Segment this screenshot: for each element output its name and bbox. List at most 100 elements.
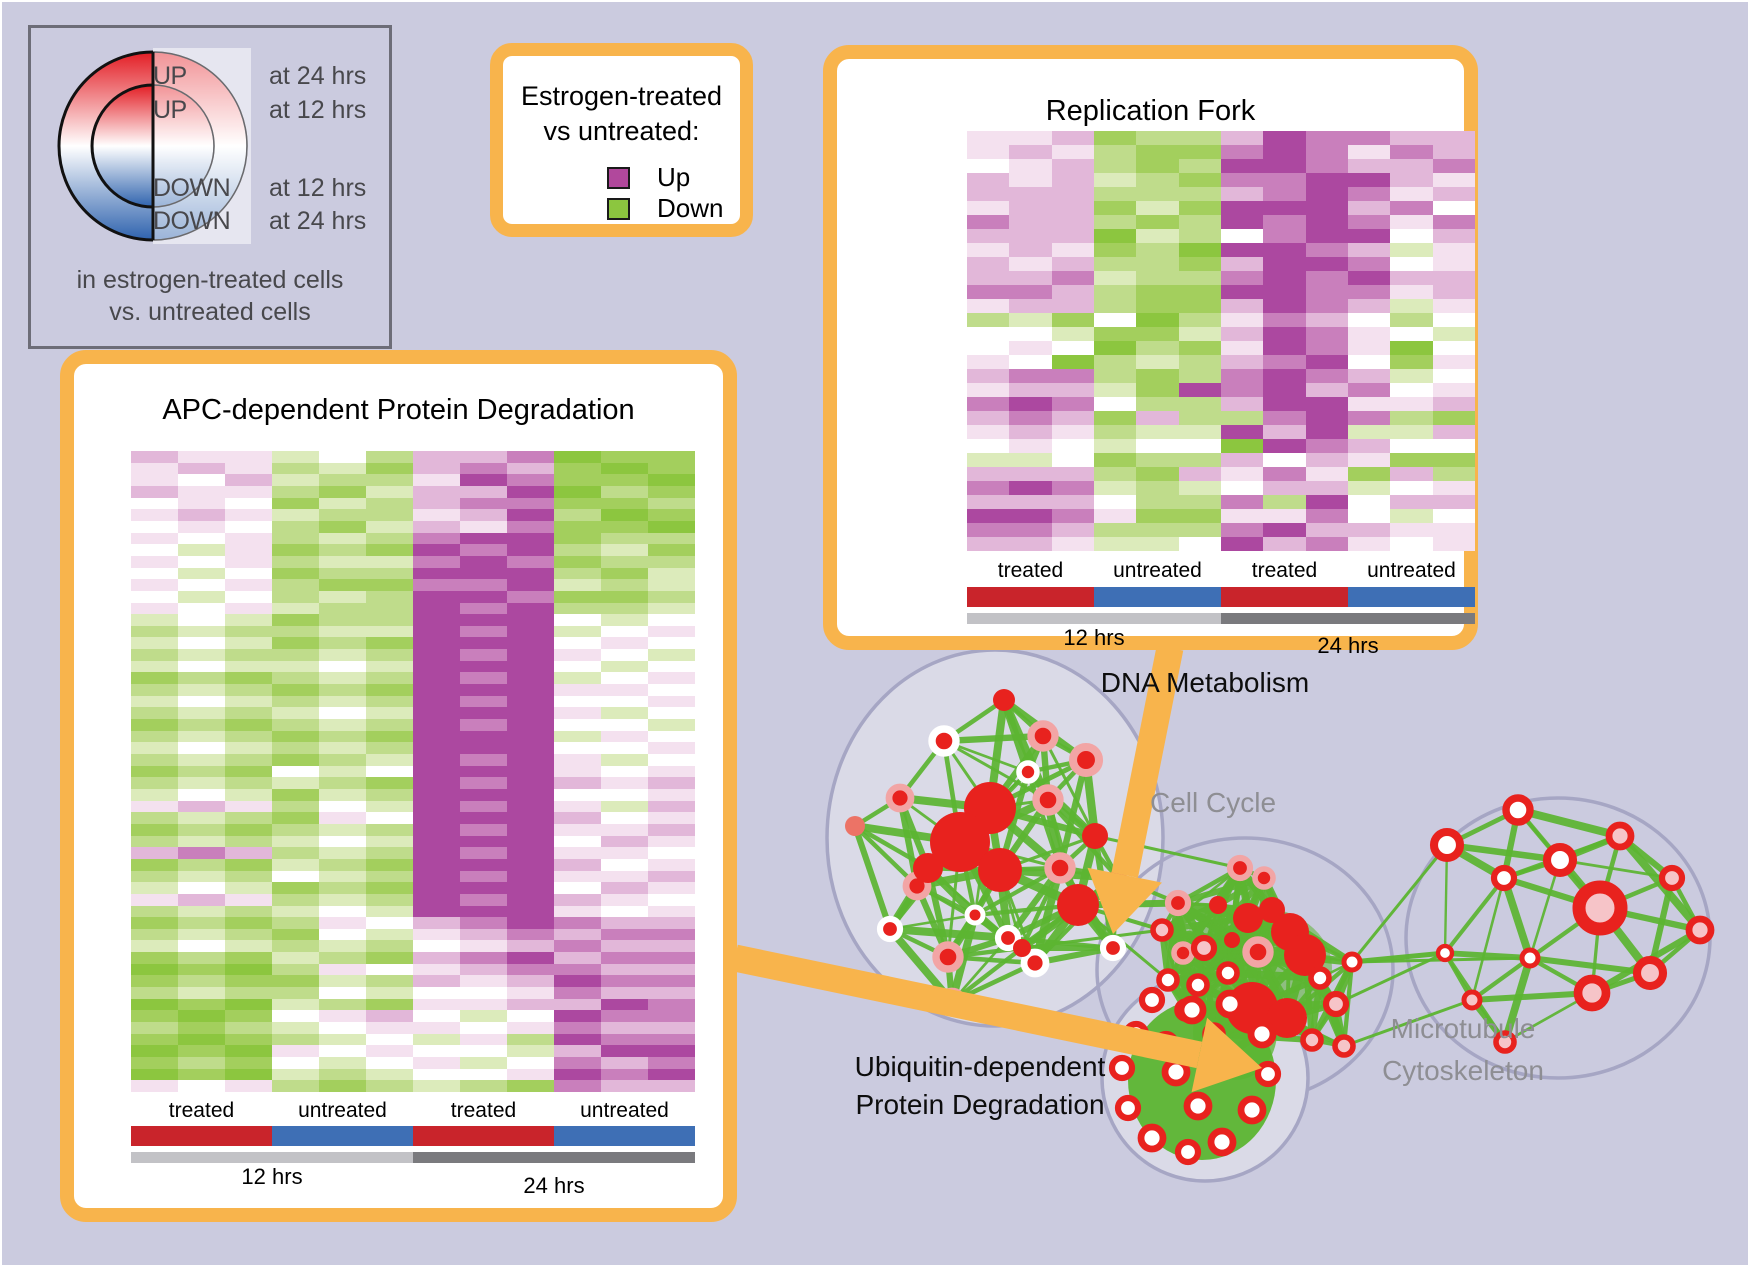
gene-node-cellcycle [1209,896,1227,914]
gene-node-cellcycle [1216,961,1240,985]
rf-group-label-4: untreated [1367,559,1456,582]
gene-node-ubiquitin [1254,1060,1282,1088]
ring-legend-footnote-2: vs. untreated cells [109,298,311,326]
gene-node-dna [1099,934,1127,962]
gene-node-dna [885,783,915,813]
down-label: Down [657,193,724,223]
gene-node-cellcycle [1171,941,1195,965]
gene-node-cellcycle [1300,1028,1324,1052]
gene-node-cellcycle [1156,968,1180,992]
network-edge [1443,844,1449,954]
gene-node-cellcycle [1186,973,1210,997]
apc-group-label-1: treated [168,1099,235,1122]
network-edge [1500,876,1534,960]
gene-node-ubiquitin [1138,986,1166,1014]
gene-node-dna [913,853,943,883]
network-edge [1470,877,1506,1001]
ring-legend-dir-2: UP [153,96,187,124]
ring-legend-time-2: at 12 hrs [269,96,367,124]
gene-node-dna [964,904,986,926]
gene-node-dna [1044,852,1076,884]
gene-node-dna [845,816,865,836]
rf-heatmap [967,131,1475,551]
ring-legend-donut-icon [57,48,251,244]
gene-node-dna [993,689,1015,711]
cluster-label: Microtubule [1391,1013,1536,1044]
gene-node-microtubule [1573,974,1611,1012]
network-edge [1471,990,1593,1003]
gene-node-dna [932,941,964,973]
updown-legend-title-line1: Estrogen-treated [520,81,723,111]
down-color-swatch [607,198,630,220]
gene-node-dna [1013,939,1031,957]
gene-node-cellcycle [1259,897,1285,923]
gene-node-microtubule [1519,947,1541,969]
cluster-label: Cytoskeleton [1382,1055,1544,1086]
gene-node-cellcycle [1190,934,1218,962]
gene-node-dna [994,924,1022,952]
network-edge [1517,806,1621,840]
updown-legend-box: Estrogen-treated vs untreated: Up Down [490,43,753,237]
gene-node-microtubule [1632,955,1668,991]
gene-node-dna [928,725,960,757]
ring-legend-box: UP at 24 hrs UP at 12 hrs DOWN at 12 hrs… [28,25,392,349]
cluster-label: DNA Metabolism [1101,667,1310,698]
gene-node-cellcycle [1322,990,1350,1018]
gene-node-dna [930,812,990,872]
gene-node-cellcycle [1284,934,1326,976]
network-edge [1470,956,1532,1002]
gene-node-ubiquitin [1247,1019,1277,1049]
rf-group-label-1: treated [997,559,1064,582]
apc-heatmap-panel: APC-dependent Protein Degradation treate… [60,350,737,1222]
network-edge [889,913,976,931]
gene-node-microtubule [1502,794,1534,826]
gene-node-microtubule [1461,989,1483,1011]
network-bridge-edge [1343,998,1473,1048]
gene-node-cellcycle [1224,932,1240,948]
gene-node-cellcycle [1164,889,1192,917]
ring-legend-dir-3: DOWN [153,174,231,202]
up-label: Up [657,162,691,192]
gene-node-dna [1068,742,1104,778]
gene-node-cellcycle [1308,966,1332,990]
network-edge [1443,876,1506,955]
cluster-label: Ubiquitin-dependent [855,1051,1106,1082]
gene-node-ubiquitin [1108,1054,1136,1082]
gene-node-dna [1016,760,1040,784]
network-edge [1200,947,1218,1035]
gene-node-microtubule [1572,880,1628,936]
annotation-arrow-shaft [732,944,1203,1069]
network-edge [1446,841,1561,864]
gene-node-microtubule [1429,827,1465,863]
gene-node-microtubule [1490,864,1518,892]
ring-legend-dir-4: DOWN [153,207,231,235]
gene-node-ubiquitin [1237,1095,1267,1125]
gene-node-ubiquitin [1215,989,1245,1019]
gene-node-microtubule [1493,1030,1517,1054]
apc-group-label-2: untreated [298,1099,387,1122]
ring-legend-footnote-1: in estrogen-treated cells [76,266,344,294]
gene-node-microtubule [1542,842,1578,878]
network-bridge-edge [1021,928,1163,950]
network-edge [852,825,893,930]
apc-panel-title: APC-dependent Protein Degradation [162,394,635,426]
network-edge [1161,866,1241,932]
gene-node-dna [1082,823,1108,849]
rf-group-label-2: untreated [1113,559,1202,582]
annotation-arrow-head [1087,867,1162,934]
ring-legend-time-1: at 24 hrs [269,62,367,90]
ring-legend-dir-1: UP [153,62,187,90]
gene-node-dna [1032,784,1064,816]
network-edge [1529,955,1651,976]
gene-node-cellcycle [1252,866,1276,890]
gene-node-cellcycle [1267,998,1307,1038]
network-edge [1528,859,1562,959]
rf-24hrs-label: 24 hrs [1317,633,1379,658]
apc-group-label-4: untreated [580,1099,669,1122]
gene-node-cellcycle [1332,1034,1356,1058]
gene-node-cellcycle [1242,936,1274,968]
apc-24hrs-label: 24 hrs [523,1173,585,1198]
rf-panel-title: Replication Fork [1045,95,1256,127]
ring-legend-time-3: at 12 hrs [269,174,367,202]
